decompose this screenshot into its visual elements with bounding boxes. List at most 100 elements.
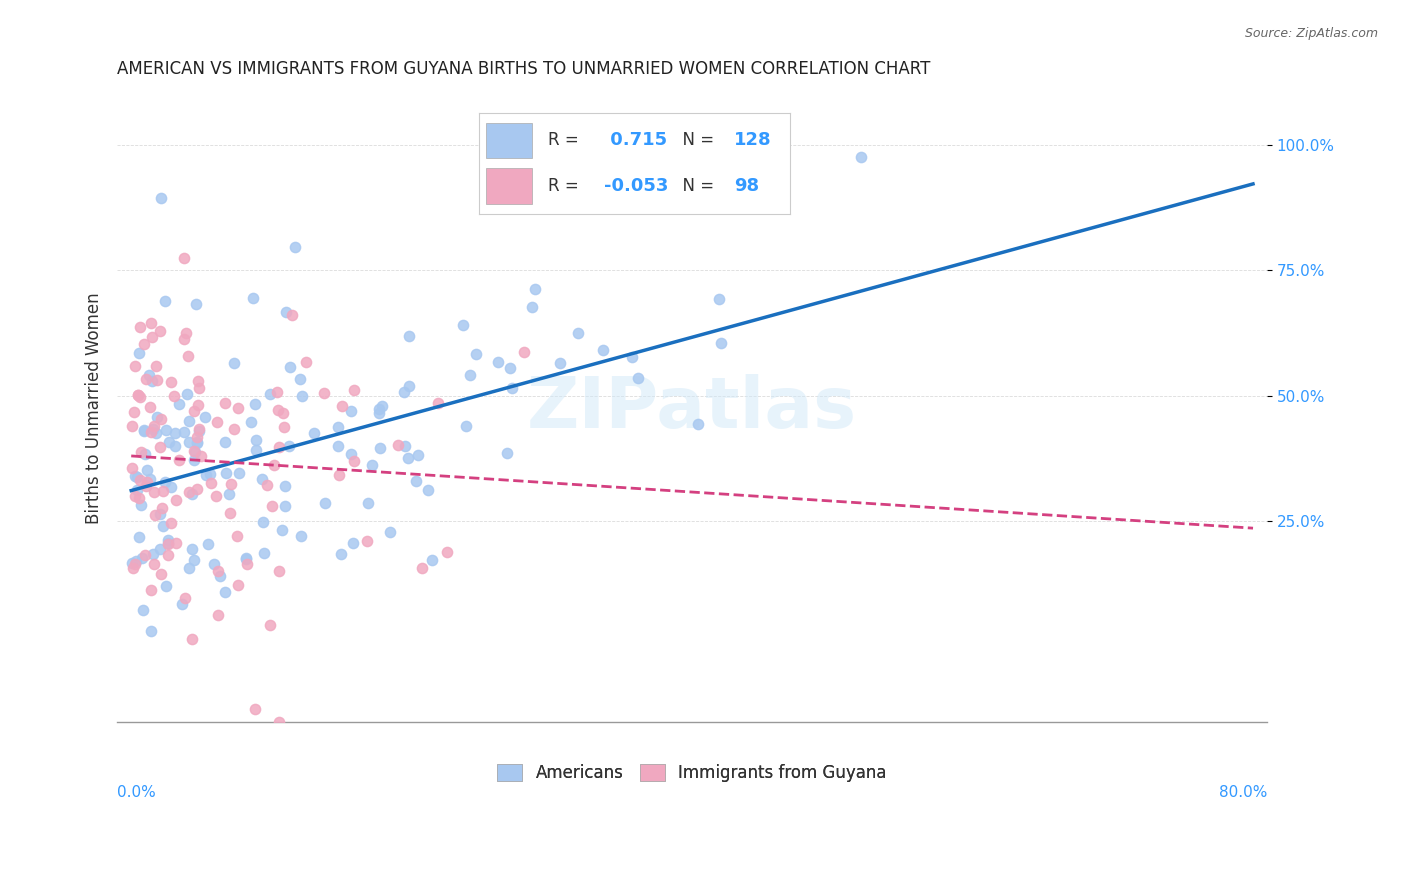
Americans: [146, 409, 169, 424]
Americans: [274, 305, 297, 319]
Immigrants from Guyana: [427, 396, 450, 410]
Immigrants from Guyana: [141, 316, 163, 330]
Immigrants from Guyana: [121, 561, 143, 575]
Immigrants from Guyana: [188, 381, 211, 395]
Immigrants from Guyana: [219, 506, 242, 520]
Text: Source: ZipAtlas.com: Source: ZipAtlas.com: [1244, 27, 1378, 40]
Americans: [184, 297, 207, 311]
Immigrants from Guyana: [157, 537, 180, 551]
Americans: [128, 346, 150, 360]
Immigrants from Guyana: [267, 402, 290, 417]
Americans: [396, 451, 419, 466]
Immigrants from Guyana: [243, 702, 266, 716]
Americans: [330, 547, 353, 561]
Americans: [250, 472, 273, 486]
Immigrants from Guyana: [200, 475, 222, 490]
Immigrants from Guyana: [157, 548, 180, 562]
Immigrants from Guyana: [312, 386, 335, 401]
Immigrants from Guyana: [267, 565, 290, 579]
Americans: [340, 447, 363, 461]
Immigrants from Guyana: [205, 489, 228, 503]
Immigrants from Guyana: [214, 395, 236, 409]
Immigrants from Guyana: [387, 438, 409, 452]
Americans: [284, 240, 307, 254]
Americans: [418, 483, 440, 497]
Americans: [127, 470, 149, 484]
Americans: [160, 480, 183, 494]
Immigrants from Guyana: [149, 566, 172, 581]
Immigrants from Guyana: [149, 324, 172, 338]
Immigrants from Guyana: [121, 461, 143, 475]
Immigrants from Guyana: [205, 415, 228, 429]
Americans: [239, 415, 262, 429]
Americans: [202, 557, 225, 571]
Americans: [707, 292, 730, 306]
Immigrants from Guyana: [142, 557, 165, 571]
Immigrants from Guyana: [139, 583, 162, 598]
Americans: [157, 434, 180, 449]
Immigrants from Guyana: [165, 492, 187, 507]
Americans: [170, 597, 193, 611]
Americans: [567, 326, 589, 340]
Immigrants from Guyana: [187, 398, 209, 412]
Immigrants from Guyana: [256, 478, 278, 492]
Americans: [215, 466, 238, 480]
Immigrants from Guyana: [226, 578, 249, 592]
Americans: [194, 468, 217, 483]
Americans: [368, 406, 391, 420]
Immigrants from Guyana: [266, 384, 288, 399]
Americans: [280, 360, 302, 375]
Immigrants from Guyana: [141, 425, 163, 440]
Americans: [398, 378, 420, 392]
Americans: [152, 518, 174, 533]
Americans: [198, 467, 221, 482]
Immigrants from Guyana: [259, 618, 281, 632]
Americans: [214, 585, 236, 599]
Americans: [138, 368, 160, 382]
Americans: [368, 401, 391, 416]
Americans: [153, 475, 176, 490]
Immigrants from Guyana: [139, 400, 162, 414]
Americans: [135, 463, 157, 477]
Americans: [252, 516, 274, 530]
Americans: [495, 446, 517, 460]
Americans: [121, 556, 143, 570]
Immigrants from Guyana: [181, 632, 204, 647]
Immigrants from Guyana: [190, 449, 212, 463]
Immigrants from Guyana: [411, 561, 433, 575]
Immigrants from Guyana: [146, 373, 169, 387]
Americans: [290, 529, 312, 543]
Americans: [134, 447, 156, 461]
Immigrants from Guyana: [173, 332, 195, 346]
Immigrants from Guyana: [228, 401, 250, 416]
Immigrants from Guyana: [135, 478, 157, 492]
Immigrants from Guyana: [207, 564, 229, 578]
Immigrants from Guyana: [121, 419, 143, 434]
Americans: [149, 191, 172, 205]
Americans: [214, 434, 236, 449]
Americans: [328, 420, 350, 434]
Americans: [271, 523, 294, 537]
Americans: [186, 435, 208, 450]
Americans: [157, 536, 180, 550]
Americans: [124, 554, 146, 568]
Americans: [209, 569, 232, 583]
Immigrants from Guyana: [343, 454, 366, 468]
Americans: [627, 370, 650, 384]
Americans: [710, 336, 733, 351]
Immigrants from Guyana: [343, 383, 366, 397]
Americans: [302, 425, 325, 440]
Immigrants from Guyana: [134, 337, 156, 351]
Immigrants from Guyana: [436, 545, 458, 559]
Immigrants from Guyana: [165, 536, 187, 550]
Americans: [688, 417, 710, 431]
Americans: [139, 624, 162, 639]
Americans: [361, 458, 384, 472]
Americans: [274, 479, 297, 493]
Americans: [218, 487, 240, 501]
Immigrants from Guyana: [295, 354, 318, 368]
Immigrants from Guyana: [127, 388, 149, 402]
Americans: [277, 439, 299, 453]
Americans: [155, 294, 177, 309]
Immigrants from Guyana: [124, 557, 146, 571]
